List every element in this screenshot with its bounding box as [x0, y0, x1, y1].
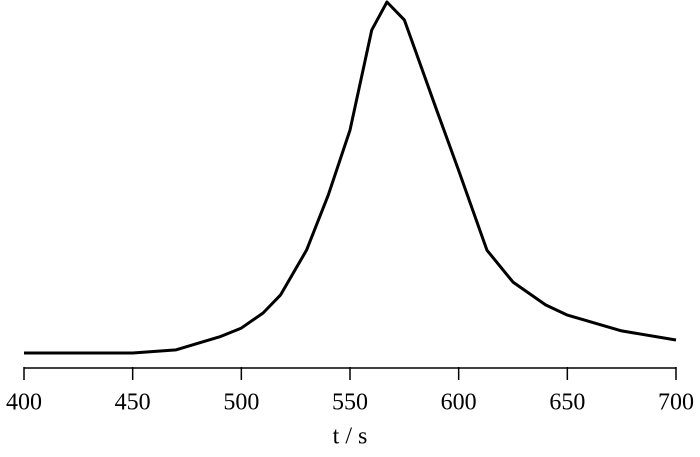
x-tick-label: 400	[6, 390, 42, 416]
x-tick-label: 500	[223, 390, 259, 416]
x-axis-label: t / s	[333, 424, 368, 450]
x-tick-label: 700	[658, 390, 694, 416]
line-series	[24, 0, 677, 355]
x-tick-label: 450	[115, 390, 151, 416]
x-tick-label: 600	[441, 390, 477, 416]
x-tick-label: 550	[332, 390, 368, 416]
x-tick-label: 650	[549, 390, 585, 416]
